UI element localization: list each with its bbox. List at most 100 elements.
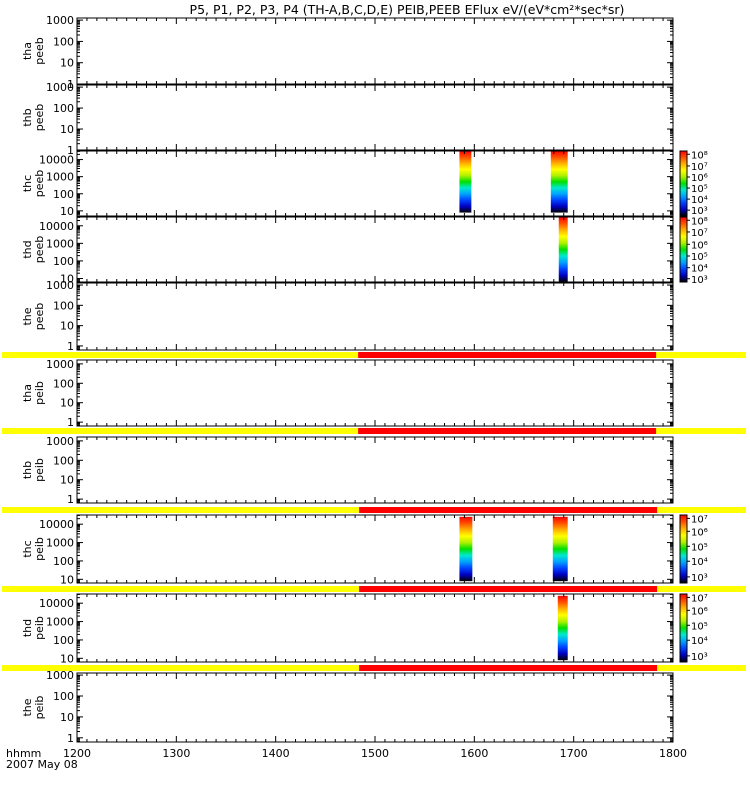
y-tick-label: 1000 (46, 279, 74, 292)
x-tick-label: 1500 (361, 747, 389, 760)
x-tick-label: 1600 (460, 747, 488, 760)
panel-the-peeb: 1 10 100 1000 the peeb (21, 279, 674, 353)
y-tick-label: 10000 (39, 597, 74, 610)
colorbar (679, 150, 688, 217)
status-bar-red (359, 586, 658, 592)
colorbar-label: 10⁵ (691, 252, 708, 263)
y-tick-label: 10000 (39, 518, 74, 531)
y-tick-label: 100 (53, 255, 74, 268)
colorbar-label: 10⁴ (691, 636, 708, 647)
spectrogram-block (558, 217, 568, 282)
panel-frame (76, 359, 674, 427)
y-tick-label: 1000 (46, 435, 74, 448)
colorbar-label: 10⁴ (691, 195, 708, 206)
y-tick-label: 10 (60, 573, 74, 586)
colorbar-label: 10⁵ (691, 621, 708, 632)
y-tick-label: 10 (60, 711, 74, 724)
colorbar-label: 10⁷ (691, 593, 708, 604)
y-tick-label: 100 (53, 188, 74, 201)
spectrogram-block (459, 516, 473, 582)
panel-label-probe: thb (21, 108, 34, 126)
colorbar-label: 10⁶ (691, 527, 708, 538)
panel-label-probe: tha (21, 42, 34, 60)
panel-label-probe: thd (21, 240, 34, 258)
x-tick-label: 1400 (262, 747, 290, 760)
panel-frame (76, 216, 674, 283)
panel-the-peib: 1 10 100 1000 the peib (2, 665, 746, 745)
panel-label-probe: tha (21, 384, 34, 402)
panel-tha-peeb: 1 10 100 1000 tha peeb (21, 14, 674, 91)
x-tick-label: 1300 (162, 747, 190, 760)
colorbar-label: 10³ (691, 206, 708, 217)
panel-frame (76, 514, 674, 584)
panel-frame (76, 436, 674, 504)
colorbar-label: 10⁵ (691, 542, 708, 553)
x-axis: 1200 1300 1400 1500 1600 1700 1800 (63, 18, 687, 760)
panel-frame (76, 672, 674, 743)
y-tick-label: 1 (67, 732, 74, 745)
y-tick-label: 10 (60, 474, 74, 487)
panel-frame (76, 17, 674, 85)
y-tick-label: 1 (67, 340, 74, 353)
y-tick-label: 10 (60, 205, 74, 218)
x-tick-label: 1200 (63, 747, 91, 760)
status-bar-red (358, 352, 657, 358)
spectrogram-block (557, 595, 568, 661)
colorbar-label: 10⁷ (691, 514, 708, 525)
x-axis-label-hhmm: hhmm (6, 747, 41, 760)
colorbar-label: 10⁶ (691, 606, 708, 617)
y-tick-label: 100 (53, 555, 74, 568)
y-tick-label: 100 (53, 299, 74, 312)
y-tick-label: 1 (67, 416, 74, 429)
colorbar-label: 10⁴ (691, 264, 708, 275)
colorbar (679, 593, 688, 663)
y-tick-label: 10 (60, 652, 74, 665)
y-tick-label: 1000 (46, 81, 74, 94)
y-tick-label: 10000 (39, 154, 74, 167)
panel-label-product: peeb (33, 170, 46, 198)
x-tick-label: 1800 (659, 747, 687, 760)
colorbar-label: 10³ (691, 275, 708, 286)
panel-label-product: peeb (33, 37, 46, 65)
panel-label-product: peib (33, 381, 46, 405)
panel-tha-peib: 1 10 100 1000 tha peib (2, 352, 746, 429)
spectrogram-block (552, 516, 568, 582)
y-tick-label: 1000 (46, 171, 74, 184)
panel-label-probe: thd (21, 619, 34, 637)
panel-label-product: peeb (33, 303, 46, 331)
y-tick-label: 100 (53, 35, 74, 48)
y-tick-label: 1 (67, 493, 74, 506)
panel-label-probe: the (21, 698, 34, 716)
panel-frame (76, 150, 674, 217)
spectrogram-block (550, 151, 568, 213)
panel-thb-peeb: 1 10 100 1000 thb peeb (21, 81, 674, 157)
panel-frame (76, 84, 674, 151)
panel-thd-peib: 10 100 1000 10000 thd peib 10³ 10⁴ 10⁵ 10⁶ 10⁷ (2, 586, 746, 665)
colorbar-label: 10⁴ (691, 557, 708, 568)
colorbar-label: 10⁵ (691, 184, 708, 195)
y-tick-label: 10 (60, 123, 74, 136)
y-tick-label: 100 (53, 690, 74, 703)
colorbar (679, 216, 688, 283)
panel-thc-peib: 10 100 1000 10000 thc peib 10³ 10⁴ 10⁵ 10⁶ 10⁷ (2, 507, 746, 586)
panel-label-product: peib (33, 616, 46, 640)
x-axis-label-date: 2007 May 08 (6, 758, 78, 771)
spectrogram-block (459, 151, 472, 213)
y-tick-label: 10 (60, 272, 74, 285)
colorbar-label: 10⁷ (691, 162, 708, 173)
colorbar-label: 10⁷ (691, 228, 708, 239)
y-tick-label: 1000 (46, 669, 74, 682)
x-tick-label: 1700 (560, 747, 588, 760)
colorbar (679, 514, 688, 584)
y-tick-label: 10000 (39, 220, 74, 233)
panel-label-product: peib (33, 537, 46, 561)
y-tick-label: 1000 (46, 358, 74, 371)
panel-label-product: peeb (33, 236, 46, 264)
colorbar-label: 10⁶ (691, 240, 708, 251)
panel-label-probe: thc (21, 175, 34, 192)
status-bar-red (358, 428, 657, 434)
